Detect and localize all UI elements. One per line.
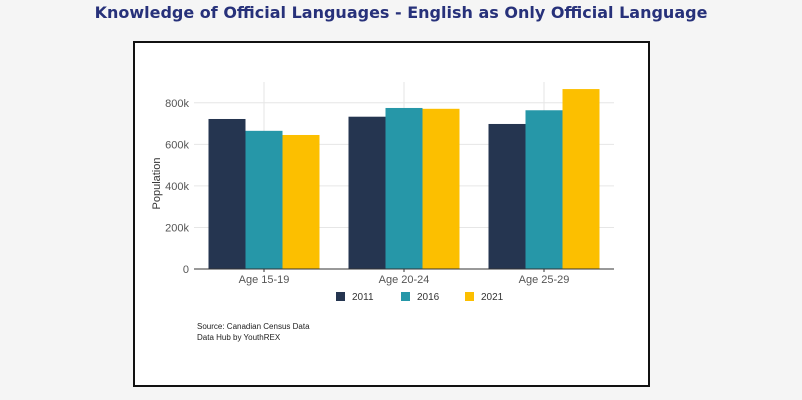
x-tick-label: Age 15-19: [239, 274, 290, 286]
credit-note: Data Hub by YouthREX: [197, 333, 281, 342]
legend-swatch-2016: [401, 292, 410, 301]
bars: [208, 89, 600, 270]
bar-2021-2: [422, 108, 460, 269]
bar-2021-3: [562, 89, 600, 269]
y-tick-label: 400k: [165, 181, 189, 193]
y-tick-label: 0: [183, 264, 189, 276]
y-axis-title: Population: [151, 158, 163, 210]
bar-2021-1: [282, 134, 320, 269]
bar-2011-3: [488, 123, 526, 270]
bar-2011-1: [208, 118, 246, 270]
y-tick-label: 200k: [165, 222, 189, 234]
x-tick-label: Age 25-29: [519, 274, 570, 286]
legend: 2011 2016 2021: [336, 292, 504, 303]
y-tick-label: 600k: [165, 139, 189, 151]
bar-2011-2: [348, 116, 386, 270]
legend-swatch-2011: [336, 292, 345, 301]
legend-swatch-2021: [465, 292, 474, 301]
legend-label-2016: 2016: [417, 292, 440, 303]
y-tick-label: 800k: [165, 98, 189, 110]
legend-label-2011: 2011: [352, 292, 374, 303]
bar-2016-2: [385, 107, 423, 269]
legend-label-2021: 2021: [481, 292, 504, 303]
bar-2016-3: [525, 110, 563, 269]
axes: 0 200k 400k 600k 800k Age 15-19 Age 20-24 Age 2…: [151, 98, 614, 286]
page-title: Knowledge of Official Languages - Englis…: [94, 3, 708, 22]
source-note: Source: Canadian Census Data: [197, 322, 310, 331]
x-tick-label: Age 20-24: [379, 274, 430, 286]
bar-2016-1: [245, 130, 283, 269]
